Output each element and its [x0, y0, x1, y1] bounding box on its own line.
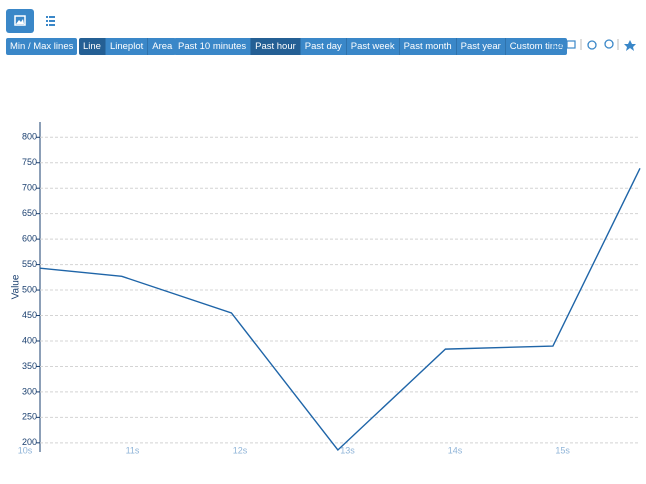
- x-tick-label: 14s: [448, 445, 463, 455]
- y-tick-label: 350: [22, 361, 37, 371]
- y-axis-label: Value: [11, 274, 22, 299]
- refresh-icon[interactable]: [587, 40, 597, 50]
- toolbar-button[interactable]: Lineplot: [105, 38, 149, 55]
- toolbar-button[interactable]: Past year: [456, 38, 506, 55]
- toolbar-button[interactable]: Area: [148, 38, 177, 55]
- y-tick-label: 400: [22, 335, 37, 345]
- y-tick-label: 650: [22, 208, 37, 218]
- toolbar-button[interactable]: Past 10 minutes: [174, 38, 252, 55]
- list-icon: [46, 16, 55, 26]
- chart-icon: [14, 15, 26, 26]
- min-max-button[interactable]: Min / Max lines: [6, 38, 78, 55]
- y-tick-label: 550: [22, 259, 37, 269]
- toolbar-button[interactable]: Past month: [399, 38, 457, 55]
- x-tick-label: 11s: [126, 445, 140, 455]
- x-tick-label: 15s: [555, 445, 570, 455]
- export-icon[interactable]: [566, 40, 576, 49]
- toolbar-button[interactable]: Past day: [300, 38, 347, 55]
- y-tick-label: 450: [22, 310, 37, 320]
- y-tick-label: 250: [22, 412, 37, 422]
- favorite-icon[interactable]: [624, 40, 636, 51]
- list-view-button[interactable]: [36, 9, 64, 33]
- y-tick-label: 800: [22, 132, 37, 142]
- data-line: [39, 168, 641, 451]
- mail-icon[interactable]: [552, 40, 562, 48]
- toolbar-button[interactable]: Past hour: [251, 38, 301, 55]
- range-group: Past 10 minutes Past hour Past day Past wee…: [174, 38, 568, 55]
- toolbar-button[interactable]: Past week: [346, 38, 400, 55]
- y-tick-label: 500: [22, 284, 37, 294]
- toolbar-button[interactable]: Line: [79, 38, 106, 55]
- close-icon[interactable]: [604, 39, 614, 49]
- x-tick-label: 12s: [233, 445, 248, 455]
- y-tick-label: 700: [22, 183, 37, 193]
- y-tick-label: 300: [22, 386, 37, 396]
- y-tick-label: 750: [22, 157, 37, 167]
- toolbar-icons: [552, 39, 636, 51]
- plot-type-group: Line Lineplot Area: [79, 38, 177, 55]
- y-tick-label: 200: [22, 437, 37, 447]
- chart-view-button[interactable]: [6, 9, 34, 33]
- min-max-group: Min / Max lines: [6, 38, 78, 55]
- toolbar-button[interactable]: Custom time: [505, 38, 568, 55]
- x-tick-label: 10s: [18, 445, 33, 455]
- x-tick-label: 13s: [340, 445, 355, 455]
- y-tick-label: 600: [22, 234, 37, 244]
